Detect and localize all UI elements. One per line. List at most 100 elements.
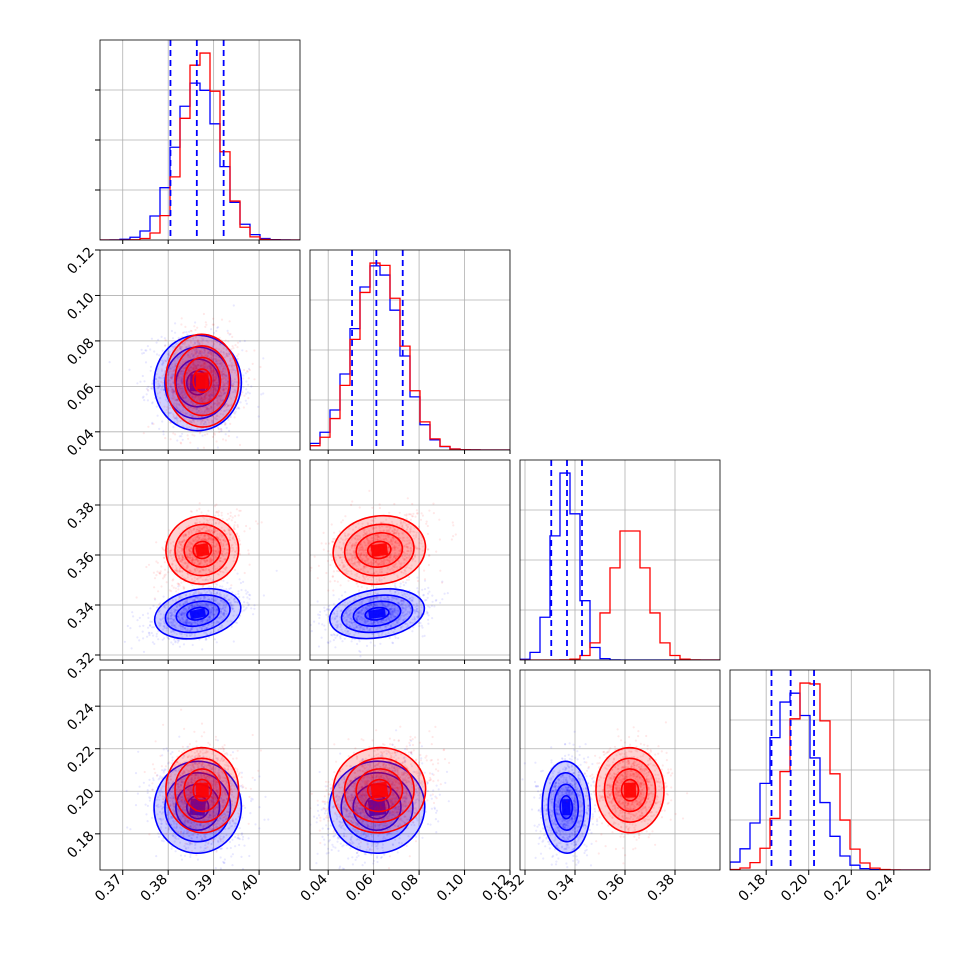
scatter-point	[197, 394, 200, 397]
scatter-point	[206, 623, 210, 627]
scatter-point	[188, 426, 191, 429]
scatter-point	[213, 378, 216, 381]
scatter-point	[195, 399, 198, 402]
scatter-point	[242, 605, 245, 608]
scatter-point	[142, 351, 145, 355]
scatter-point	[231, 364, 234, 367]
scatter-point	[180, 353, 183, 356]
scatter-point	[163, 373, 166, 376]
scatter-point	[207, 354, 210, 357]
scatter-point	[214, 596, 217, 600]
scatter-point	[183, 611, 186, 615]
scatter-point	[186, 339, 189, 342]
scatter-point	[225, 406, 228, 409]
scatter-point	[175, 404, 178, 407]
scatter-point	[166, 380, 169, 383]
scatter-point	[242, 374, 245, 377]
scatter-point	[198, 563, 201, 566]
scatter-point	[198, 638, 201, 641]
scatter-point	[151, 422, 154, 425]
scatter-point	[244, 399, 247, 402]
scatter-point	[228, 538, 231, 541]
scatter-point	[218, 401, 222, 404]
scatter-point	[172, 618, 175, 621]
scatter-point	[217, 514, 220, 517]
scatter-point	[136, 636, 139, 639]
scatter-point	[206, 399, 209, 402]
scatter-point	[231, 391, 234, 394]
scatter-point	[170, 624, 173, 627]
scatter-point	[203, 411, 206, 414]
scatter-point	[240, 588, 243, 592]
scatter-point	[162, 556, 165, 559]
scatter-point	[204, 578, 207, 582]
scatter-point	[213, 402, 216, 405]
scatter-point	[203, 420, 207, 423]
scatter-point	[223, 612, 226, 615]
scatter-point	[181, 352, 185, 355]
scatter-point	[219, 371, 222, 374]
scatter-point	[191, 605, 194, 608]
scatter-point	[218, 401, 221, 404]
scatter-point	[212, 589, 215, 592]
scatter-point	[190, 391, 193, 394]
scatter-point	[182, 612, 185, 615]
scatter-point	[191, 409, 194, 412]
scatter-point	[179, 624, 182, 628]
scatter-point	[193, 343, 196, 346]
scatter-point	[171, 372, 174, 375]
scatter-point	[214, 586, 217, 589]
scatter-point	[238, 340, 242, 343]
scatter-point	[222, 384, 225, 387]
scatter-point	[214, 599, 218, 602]
scatter-point	[206, 408, 209, 411]
scatter-point	[242, 377, 245, 380]
scatter-point	[194, 404, 197, 407]
scatter-point	[208, 616, 211, 619]
scatter-point	[231, 369, 234, 372]
scatter-point	[199, 351, 202, 354]
scatter-point	[190, 529, 193, 533]
scatter-point	[218, 366, 221, 369]
scatter-point	[207, 394, 211, 397]
scatter-point	[178, 377, 181, 380]
scatter-point	[179, 393, 182, 396]
scatter-point	[420, 624, 423, 627]
scatter-point	[223, 609, 226, 612]
scatter-point	[247, 549, 250, 552]
scatter-point	[178, 435, 181, 438]
scatter-point	[211, 603, 214, 607]
scatter-point	[169, 384, 172, 387]
scatter-point	[201, 399, 204, 402]
scatter-point	[167, 352, 171, 355]
scatter-point	[171, 388, 174, 391]
scatter-point	[212, 531, 215, 534]
scatter-point	[190, 400, 193, 404]
scatter-point	[192, 415, 195, 418]
scatter-point	[223, 373, 227, 376]
scatter-point	[211, 354, 214, 357]
scatter-point	[236, 341, 240, 344]
scatter-point	[171, 394, 174, 397]
scatter-point	[203, 350, 206, 353]
scatter-point	[196, 415, 199, 419]
scatter-point	[179, 387, 182, 391]
scatter-point	[204, 398, 207, 401]
scatter-point	[212, 613, 215, 616]
scatter-point	[205, 410, 208, 413]
scatter-point	[223, 530, 227, 533]
scatter-point	[192, 353, 195, 356]
scatter-point	[179, 396, 182, 399]
scatter-point	[232, 598, 235, 601]
scatter-point	[175, 351, 178, 354]
scatter-point	[214, 357, 217, 360]
scatter-point	[179, 347, 182, 350]
scatter-point	[184, 616, 187, 619]
scatter-point	[190, 429, 193, 432]
scatter-point	[228, 404, 231, 407]
scatter-point	[204, 321, 207, 324]
scatter-point	[174, 331, 177, 334]
scatter-point	[197, 349, 200, 352]
scatter-point	[231, 367, 235, 370]
scatter-point	[162, 620, 165, 623]
